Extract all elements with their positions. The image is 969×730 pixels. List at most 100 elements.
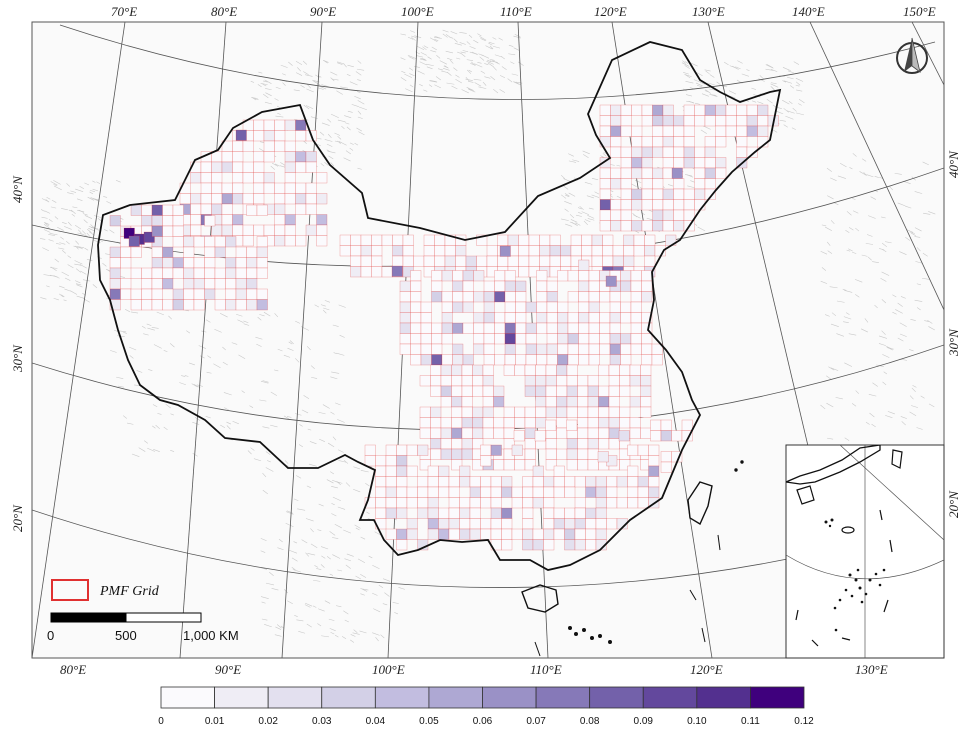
grid-cell: [274, 214, 286, 226]
grid-cell-hotspot: [151, 225, 163, 237]
grid-cell: [375, 507, 387, 519]
grid-cell: [631, 104, 643, 116]
grid-cell: [577, 417, 589, 429]
grid-cell: [619, 385, 631, 397]
grid-cell: [482, 396, 494, 408]
grid-cell: [683, 146, 695, 158]
grid-cell: [419, 459, 431, 471]
grid-cell: [515, 322, 527, 334]
grid-cell: [595, 486, 607, 498]
grid-cell: [130, 288, 142, 300]
grid-cell: [459, 507, 471, 519]
grid-cell: [130, 299, 142, 311]
grid-cell: [274, 182, 286, 194]
grid-cell: [246, 246, 258, 258]
grid-cell: [641, 220, 653, 232]
grid-cell: [599, 178, 611, 190]
grid-cell: [671, 430, 683, 442]
grid-cell: [578, 270, 590, 282]
grid-cell: [543, 507, 555, 519]
grid-cell: [190, 193, 202, 205]
grid-cell: [493, 385, 505, 397]
grid-cell: [673, 115, 685, 127]
grid-cell: [396, 497, 408, 509]
grid-cell: [567, 343, 579, 355]
grid-cell: [316, 172, 328, 184]
grid-cell: [480, 518, 492, 530]
top-lon-label: 150°E: [903, 4, 936, 19]
grid-cell: [490, 444, 502, 456]
grid-cell: [610, 209, 622, 221]
grid-cell: [284, 161, 296, 173]
grid-cell: [232, 182, 244, 194]
grid-cell: [587, 375, 599, 387]
grid-cell: [683, 157, 695, 169]
grid-cell: [451, 364, 463, 376]
grid-cell: [598, 396, 610, 408]
grid-cell: [200, 161, 212, 173]
grid-cell: [232, 193, 244, 205]
grid-cell: [151, 204, 163, 216]
grid-cell: [490, 497, 502, 509]
grid-cell: [736, 104, 748, 116]
grid-cell: [757, 125, 769, 137]
grid-cell: [588, 270, 600, 282]
grid-cell: [641, 136, 653, 148]
grid-cell: [524, 417, 536, 429]
grid-cell: [599, 343, 611, 355]
top-lon-label: 100°E: [401, 4, 434, 19]
grid-cell: [440, 385, 452, 397]
grid-cell: [256, 236, 268, 248]
grid-cell: [396, 444, 408, 456]
grid-cell: [451, 448, 463, 460]
grid-cell: [715, 167, 727, 179]
grid-cell: [602, 245, 614, 257]
grid-cell: [694, 157, 706, 169]
grid-cell: [746, 115, 758, 127]
grid-cell: [253, 151, 265, 163]
grid-cell: [417, 476, 429, 488]
grid-legend-label: PMF Grid: [99, 584, 160, 599]
grid-cell: [441, 291, 453, 303]
grid-cell: [497, 255, 509, 267]
grid-cell: [455, 245, 467, 257]
grid-cell: [392, 245, 404, 257]
grid-cell: [556, 364, 568, 376]
grid-cell: [109, 299, 121, 311]
grid-cell: [546, 312, 558, 324]
grid-cell: [620, 167, 632, 179]
grid-cell: [396, 528, 408, 540]
grid-cell: [438, 518, 450, 530]
grid-cell: [480, 476, 492, 488]
grid-cell: [609, 354, 621, 366]
scale-label-0: 0: [47, 628, 54, 643]
grid-cell: [641, 291, 653, 303]
grid-cell: [619, 417, 631, 429]
grid-cell: [274, 119, 286, 131]
grid-cell: [616, 497, 628, 509]
inset-map: [785, 444, 945, 659]
grid-cell: [211, 203, 223, 215]
grid-cell: [633, 245, 645, 257]
grid-cell: [574, 497, 586, 509]
grid-cell: [511, 444, 523, 456]
grid-cell: [242, 235, 254, 247]
grid-cell: [595, 528, 607, 540]
grid-cell: [660, 419, 672, 431]
colorbar-bin: [160, 686, 215, 709]
grid-cell: [556, 406, 568, 418]
grid-cell: [746, 104, 758, 116]
grid-cell: [480, 497, 492, 509]
top-longitude-labels: 70°E 80°E 90°E 100°E 110°E 120°E 130°E 1…: [111, 4, 936, 19]
grid-cell: [162, 225, 174, 237]
grid-cell: [109, 246, 121, 258]
grid-cell: [518, 255, 530, 267]
grid-cell: [598, 364, 610, 376]
grid-cell: [235, 267, 247, 279]
grid-cell: [503, 364, 515, 376]
grid-cell: [704, 115, 716, 127]
grid-cell: [253, 193, 265, 205]
top-lon-label: 130°E: [692, 4, 725, 19]
grid-cell: [430, 417, 442, 429]
grid-cell: [564, 486, 576, 498]
